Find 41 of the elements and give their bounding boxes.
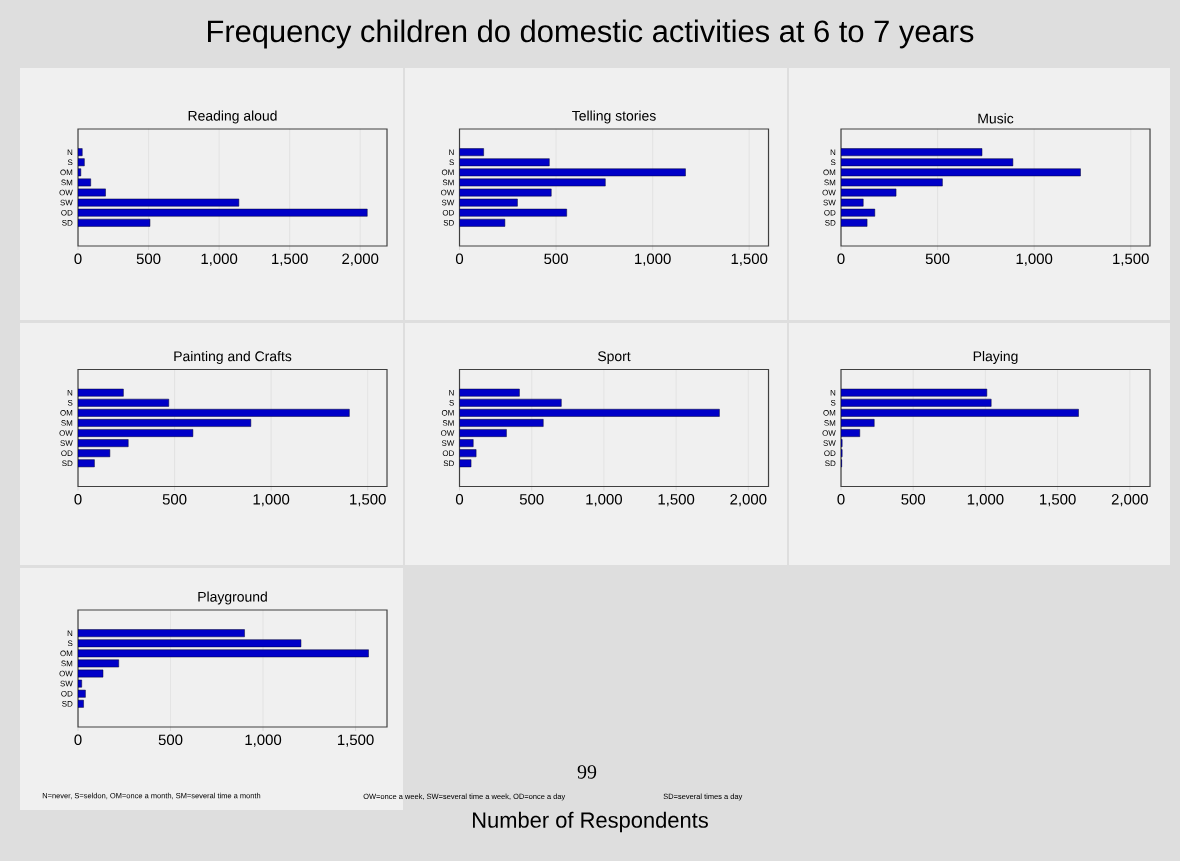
chart-title: Playing xyxy=(973,350,1018,364)
x-tick-label: 500 xyxy=(901,494,926,505)
text: Frequency children do domestic activities at 6 to 7 years xyxy=(208,19,974,49)
x-tick-label: 0 xyxy=(837,253,845,265)
chart-title: Telling stories xyxy=(572,110,656,124)
x-tick-label: 1,500 xyxy=(658,494,695,507)
x-tick-label: 1,500 xyxy=(350,494,386,507)
text: 99 xyxy=(577,765,597,779)
x-tick-label: 500 xyxy=(519,494,544,505)
x-tick-label: 1,000 xyxy=(245,734,282,747)
x-tick-label: 500 xyxy=(162,494,187,505)
x-tick-label: 1,000 xyxy=(635,253,671,266)
x-tick-label: 2,000 xyxy=(342,253,379,266)
x-tick-label: 1,000 xyxy=(586,494,623,507)
x-tick-label: 1,000 xyxy=(967,494,1004,507)
x-tick-label: 1,000 xyxy=(201,253,238,266)
x-tick-label: 2,000 xyxy=(1111,494,1148,507)
x-tick-label: 1,000 xyxy=(253,494,290,507)
chart-title: Playground xyxy=(198,591,267,605)
x-tick-label: 0 xyxy=(74,734,82,746)
x-tick-label: 2,000 xyxy=(730,494,767,507)
x-tick-label: 1,000 xyxy=(1016,253,1053,266)
x-tick-label: 1,500 xyxy=(731,253,768,266)
x-tick-label: 0 xyxy=(74,253,82,265)
text: Number of Respondents xyxy=(473,811,708,833)
x-tick-label: 0 xyxy=(74,494,82,505)
x-tick-label: 500 xyxy=(136,253,161,265)
chart-title: Sport xyxy=(597,351,631,364)
x-tick-label: 0 xyxy=(455,494,464,505)
x-tick-label: 500 xyxy=(925,253,950,265)
x-tick-label: 500 xyxy=(158,734,183,746)
x-tick-label: 1,500 xyxy=(1113,253,1149,266)
x-tick-label: 500 xyxy=(544,253,568,265)
chart-title: Painting and Crafts xyxy=(174,350,292,364)
chart-title: Reading aloud xyxy=(188,110,277,124)
x-tick-label: 1,500 xyxy=(272,253,308,266)
x-tick-label: 1,500 xyxy=(1040,494,1076,507)
x-tick-label: 0 xyxy=(837,494,845,505)
chart-title: Music xyxy=(978,113,1014,124)
x-tick-label: 0 xyxy=(455,253,464,265)
x-tick-label: 1,500 xyxy=(338,734,374,747)
